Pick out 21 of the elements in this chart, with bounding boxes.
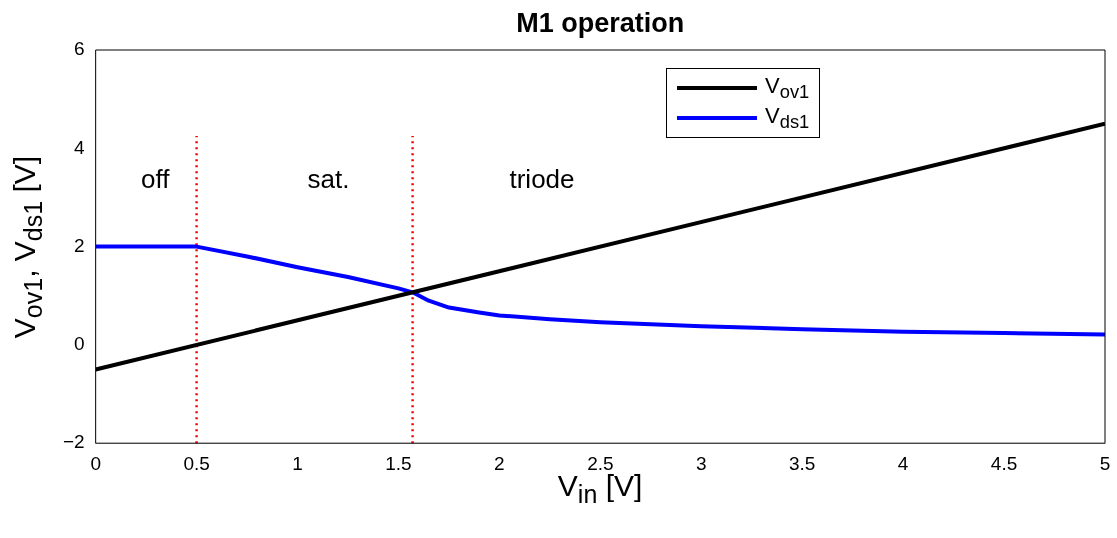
y-tick-label: 2 <box>74 234 85 256</box>
x-tick-label: 1 <box>292 452 303 474</box>
x-tick-label: 4 <box>897 452 909 474</box>
x-tick-label: 2 <box>494 452 505 474</box>
y-tick-label: 6 <box>74 38 85 60</box>
legend-label: V$_{ds1}$ <box>765 102 810 134</box>
x-tick-label: 1.5 <box>385 452 412 474</box>
x-tick-label: 5 <box>1099 452 1111 474</box>
y-tick-label: 4 <box>74 136 86 158</box>
x-tick-label: 4.5 <box>990 452 1018 474</box>
x-tick-label: 3.5 <box>788 452 816 474</box>
annotation: sat. <box>307 164 350 196</box>
x-tick-label: 3 <box>695 452 707 474</box>
x-tick-label: 0.5 <box>183 452 210 474</box>
annotation: triode <box>509 164 575 196</box>
y-tick-label: 0 <box>74 333 85 355</box>
legend-label: V$_{ov1}$ <box>765 72 810 104</box>
chart-title: M1 operation <box>516 8 685 39</box>
y-tick-label: −2 <box>62 431 85 453</box>
x-tick-label: 0 <box>90 452 101 474</box>
annotation: off <box>141 164 170 196</box>
